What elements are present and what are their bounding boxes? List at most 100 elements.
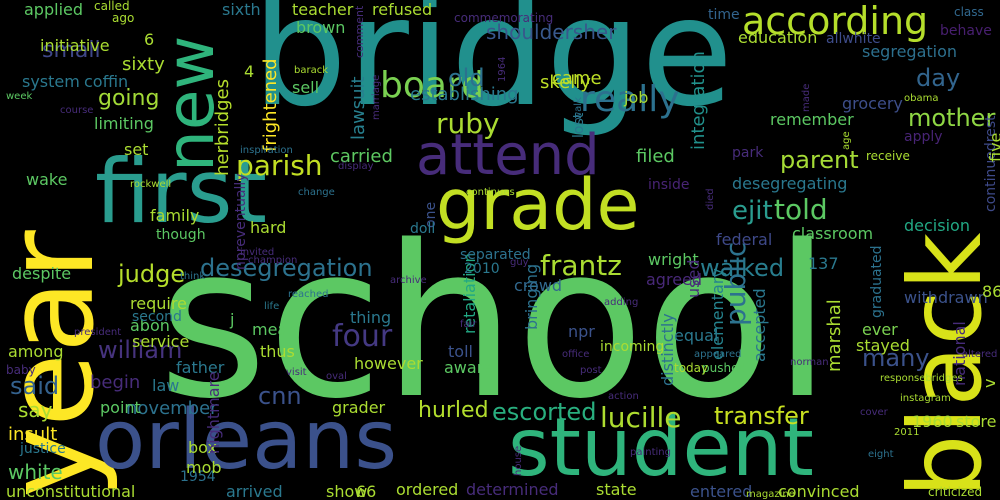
word: doll — [410, 221, 436, 237]
word: applied — [24, 0, 84, 19]
word: herbridges — [212, 78, 233, 176]
word: display — [338, 161, 374, 172]
word: classroom — [792, 224, 874, 243]
word: nightmare — [204, 371, 223, 454]
word: lucille — [600, 401, 682, 434]
word: 4 — [244, 62, 255, 81]
word: old — [448, 64, 485, 92]
word: made — [801, 83, 812, 112]
word: grade — [436, 164, 640, 246]
word: distinctly — [658, 313, 677, 386]
word: william — [98, 336, 183, 364]
word: fair — [460, 319, 477, 330]
word: norman — [790, 357, 829, 368]
word: came — [552, 68, 602, 89]
word: education — [738, 28, 818, 47]
word: student — [508, 401, 814, 494]
word: separated — [460, 247, 531, 263]
word: accepted — [750, 288, 769, 362]
word: time — [708, 7, 740, 23]
word: white — [8, 460, 63, 484]
word: however — [354, 354, 423, 373]
word: abon — [130, 316, 170, 335]
word: instagram — [900, 393, 951, 404]
word: determined — [466, 480, 559, 499]
word: graduated — [869, 245, 885, 318]
word: called — [94, 0, 130, 13]
word: sell — [292, 78, 320, 97]
word: insult — [8, 424, 58, 445]
word: said — [10, 372, 60, 400]
word: system — [22, 72, 80, 91]
word: 2011 — [894, 427, 920, 438]
word: responsebridges — [880, 373, 963, 384]
word: cnn — [258, 382, 302, 410]
word: mother — [908, 104, 996, 132]
word: painting — [630, 447, 671, 458]
word: v — [980, 378, 999, 388]
word: think — [180, 271, 206, 282]
word: box — [188, 438, 217, 457]
word: told — [774, 193, 828, 226]
word: thus — [260, 342, 295, 361]
word: sixth — [222, 0, 261, 19]
word: incoming — [600, 339, 665, 355]
word: invited — [240, 247, 275, 258]
word: show — [326, 482, 368, 500]
word: store — [956, 412, 997, 431]
word: among — [8, 342, 64, 361]
word: law — [152, 376, 180, 395]
word: baby — [6, 363, 36, 377]
word: 1960 — [912, 412, 953, 431]
word: altered — [962, 349, 998, 360]
word: attend — [416, 123, 600, 188]
word: wake — [26, 170, 68, 189]
word: require — [130, 294, 187, 313]
word: marshal — [824, 299, 845, 372]
word: going — [98, 86, 160, 111]
word: pushed — [702, 361, 747, 375]
word: marriage — [371, 74, 382, 120]
word: segregation — [862, 42, 958, 61]
word: coffin — [84, 72, 129, 91]
word: parent — [780, 146, 859, 174]
word: guy — [510, 257, 529, 268]
word: second — [132, 309, 182, 325]
word: unconstitutional — [6, 482, 136, 500]
word: job — [624, 88, 649, 107]
word: change — [298, 187, 335, 198]
word: ago — [112, 11, 135, 25]
word: class — [954, 5, 984, 19]
word: crowd — [514, 276, 563, 295]
word: ejit — [732, 196, 773, 226]
word: hard — [250, 218, 287, 237]
word: entered — [690, 482, 753, 500]
word: frantz — [540, 249, 622, 282]
word: reached — [288, 289, 329, 300]
word: ruby — [436, 107, 500, 140]
word: ordered — [396, 480, 459, 499]
word: agreed — [646, 270, 703, 289]
word: brown — [296, 18, 346, 37]
word: state — [596, 480, 637, 499]
word: five — [986, 132, 1000, 162]
word: inspiration — [240, 145, 293, 156]
word: father — [176, 358, 225, 377]
word: j — [230, 310, 235, 329]
word: mean — [252, 320, 298, 339]
word: today — [674, 361, 709, 375]
word: according — [742, 0, 929, 43]
word: behave — [940, 23, 992, 39]
word: life — [264, 301, 280, 312]
word: walk — [573, 97, 584, 120]
word: small — [42, 38, 101, 63]
word: refused — [372, 0, 433, 19]
word: continues — [466, 187, 515, 198]
word: carried — [330, 146, 393, 167]
word: park — [732, 145, 764, 161]
word: withdrawn — [904, 288, 988, 307]
word: 66 — [356, 482, 377, 500]
word: visit — [286, 367, 307, 378]
word: frightened — [260, 58, 281, 152]
word: week — [6, 91, 33, 102]
